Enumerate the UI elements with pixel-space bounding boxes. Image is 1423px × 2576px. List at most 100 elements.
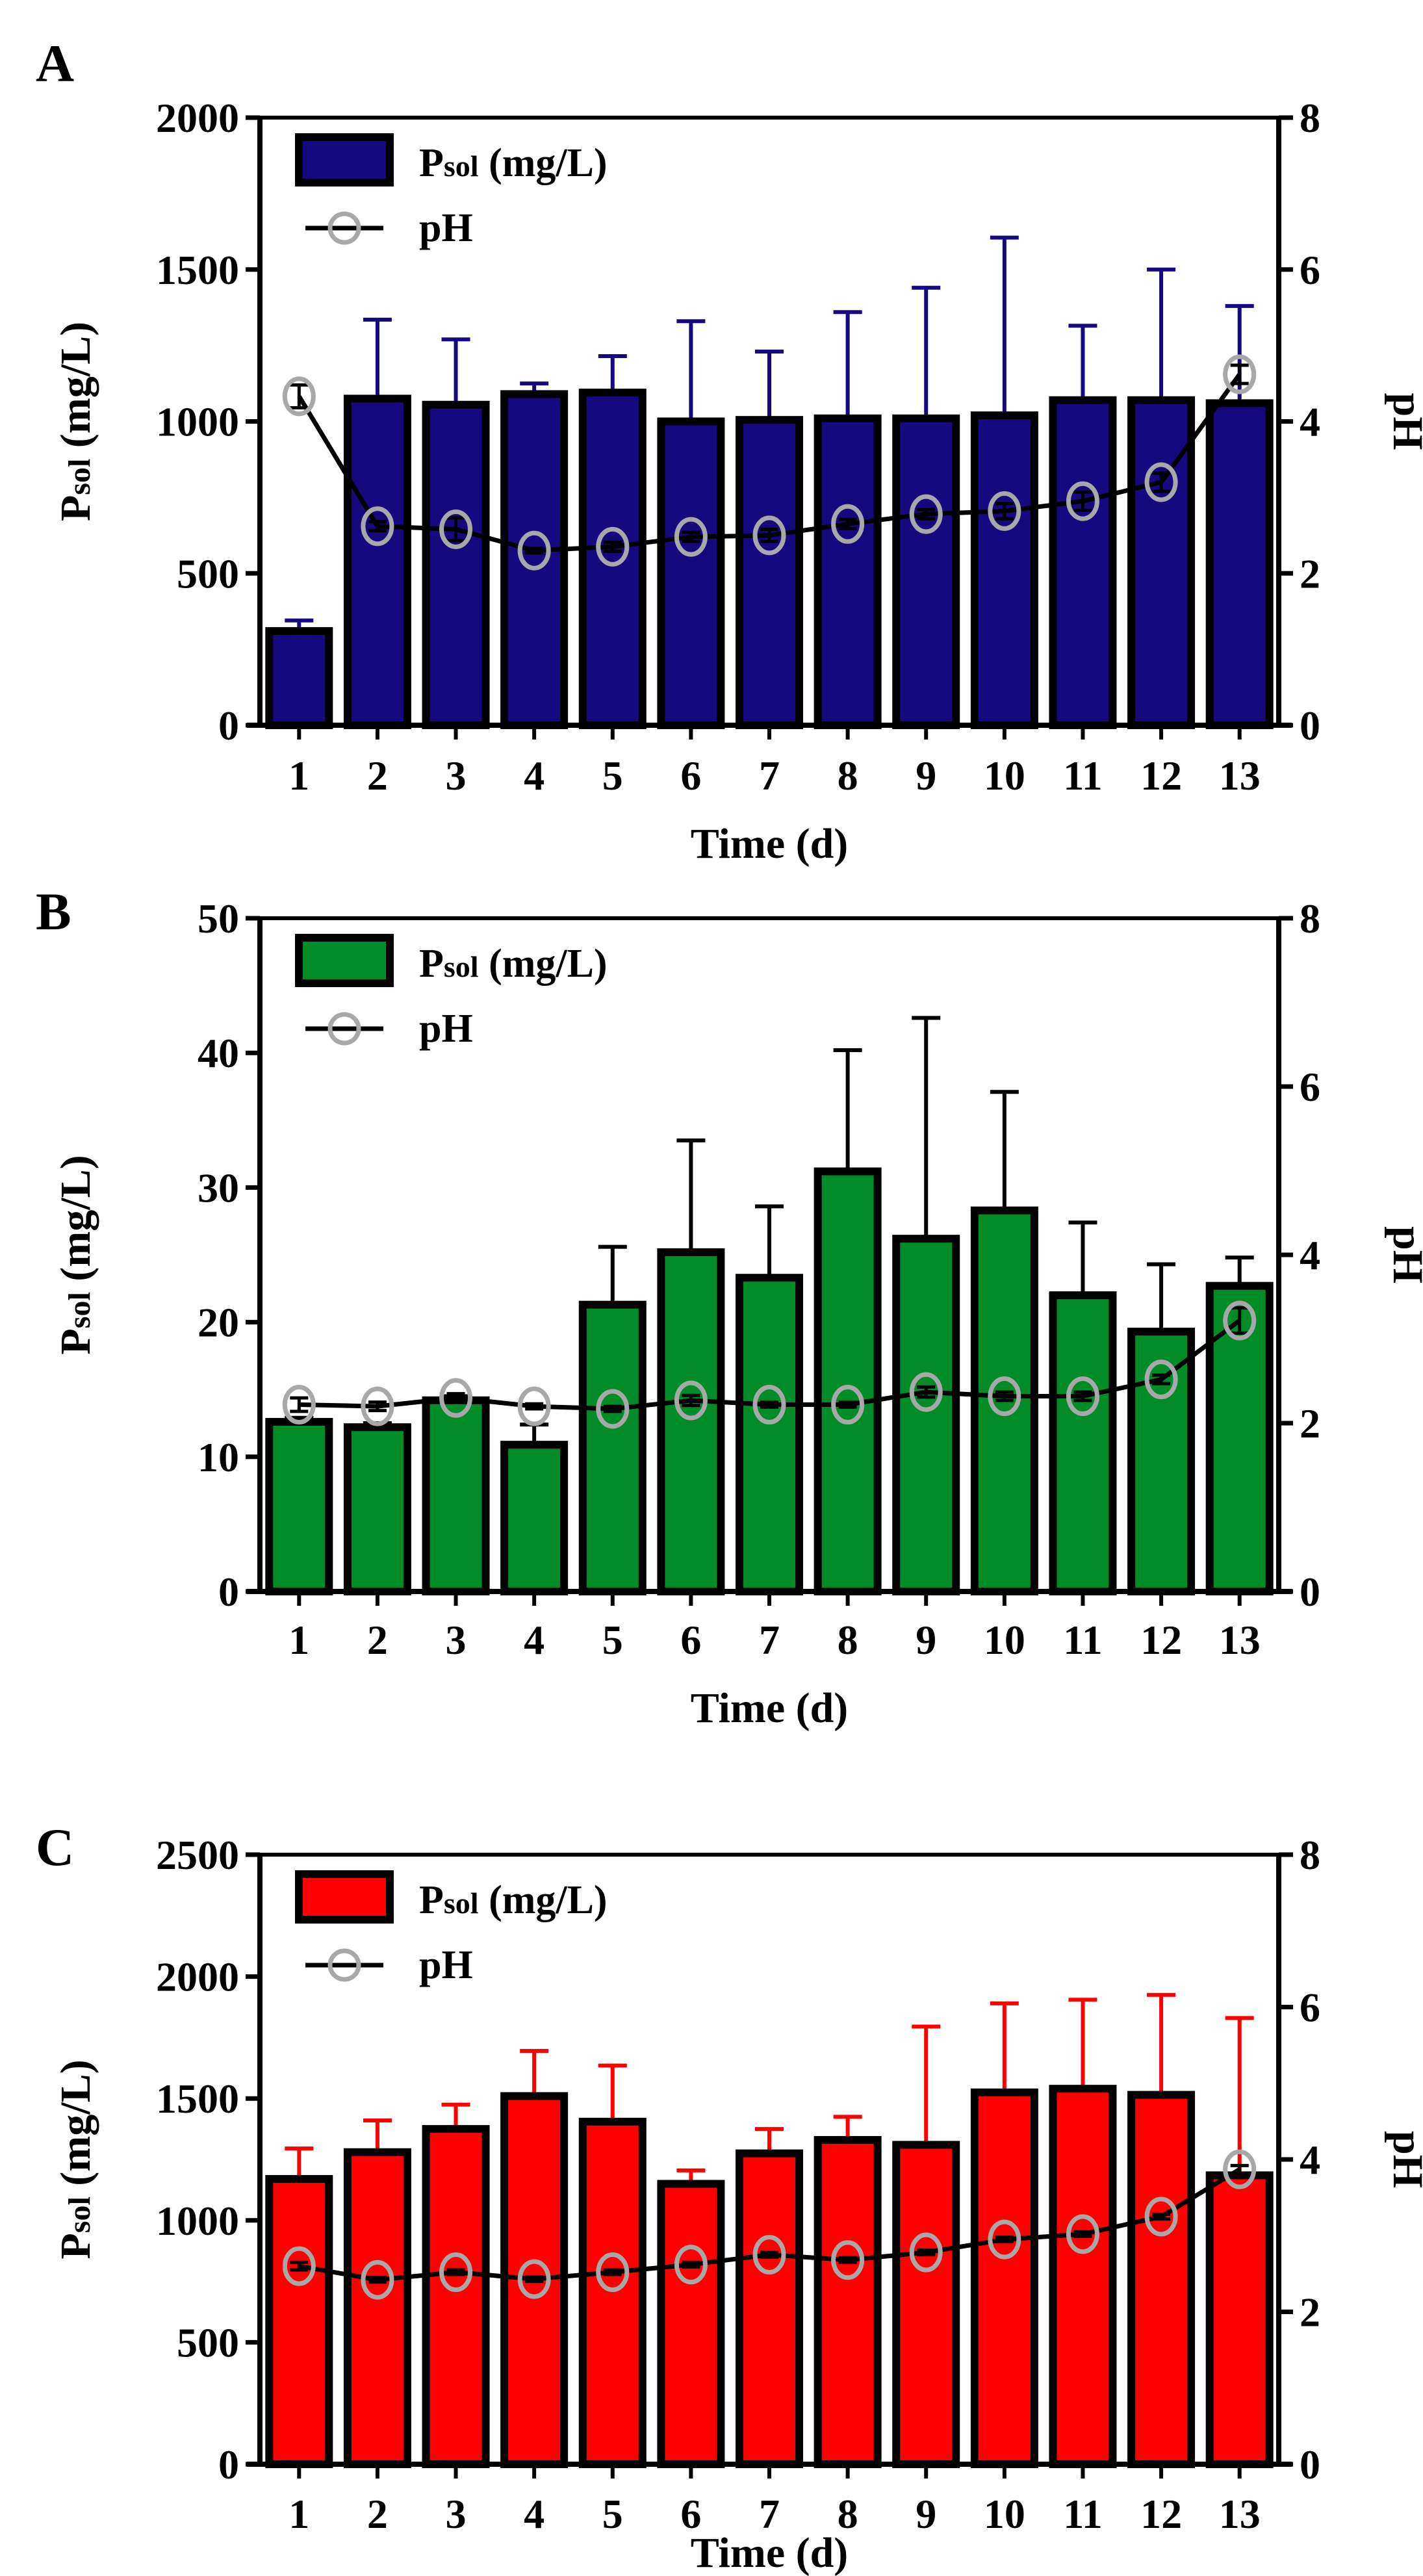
ph-point: [282, 376, 316, 417]
bar: [265, 627, 333, 730]
x-tick-label: 3: [446, 2491, 467, 2537]
y2-tick-label: 0: [1300, 702, 1320, 749]
ph-point: [988, 1376, 1021, 1417]
bar: [1049, 396, 1117, 730]
bar: [970, 2088, 1038, 2469]
x-tick-label: 7: [759, 753, 780, 799]
bar: [500, 1441, 569, 1596]
x-tick-label: 7: [759, 1617, 780, 1663]
x-tick-label: 1: [288, 753, 309, 799]
x-tick-label: 11: [1063, 753, 1102, 799]
x-tick-label: 6: [680, 753, 701, 799]
legend-bar-label-sub: sol: [444, 149, 479, 183]
legend-bar-label: Psol (mg/L): [419, 1878, 608, 1922]
x-tick-label: 13: [1219, 753, 1261, 799]
bar: [1127, 1328, 1196, 1595]
bar: [736, 2149, 803, 2469]
legend-ph-marker: [327, 1948, 361, 1982]
bar: [657, 1248, 725, 1595]
bar: [1127, 396, 1196, 730]
ph-point: [674, 1380, 708, 1421]
y-tick-label: 50: [198, 895, 239, 942]
ph-point: [596, 2252, 630, 2293]
legend-bar-label-main: P: [419, 1878, 444, 1922]
ph-point: [1144, 462, 1178, 502]
x-tick-label: 13: [1219, 1617, 1261, 1663]
bar: [1049, 2085, 1117, 2468]
y2-tick-label: 2: [1300, 1400, 1320, 1447]
ph-point: [517, 1386, 551, 1426]
y-tick-label: 2000: [156, 1954, 239, 2000]
y-axis-title-main: P: [52, 2233, 99, 2259]
x-axis-title: Time (d): [691, 1684, 849, 1732]
ph-point: [439, 509, 473, 549]
y2-tick-label: 2: [1300, 2289, 1320, 2336]
bar: [422, 2125, 490, 2469]
bar: [736, 1274, 803, 1595]
y2-axis-title: pH: [1384, 393, 1423, 450]
y-tick-label: 2500: [156, 1832, 239, 1878]
x-axis-title: Time (d): [691, 820, 849, 868]
x-tick-label: 7: [759, 2491, 780, 2537]
x-tick-label: 5: [602, 1617, 623, 1663]
ph-point: [909, 494, 943, 534]
bar: [892, 2141, 960, 2469]
y-tick-label: 10: [198, 1434, 239, 1480]
y2-tick-label: 8: [1300, 95, 1320, 141]
y2-axis-title: pH: [1384, 2131, 1423, 2188]
y2-axis-title: pH: [1384, 1226, 1423, 1283]
bar: [1205, 399, 1274, 729]
x-tick-label: 5: [602, 753, 623, 799]
y-axis-title: Psol (mg/L): [52, 1155, 99, 1354]
legend-bar-label: Psol (mg/L): [419, 942, 608, 986]
panel-label: C: [36, 1818, 74, 1877]
panel-label: B: [36, 882, 71, 941]
x-tick-label: 4: [524, 1617, 545, 1663]
x-tick-label: 2: [367, 753, 388, 799]
bar: [265, 1417, 333, 1595]
y-tick-label: 20: [198, 1300, 239, 1346]
ph-point: [1223, 2149, 1257, 2189]
ph-point: [831, 504, 865, 544]
ph-point: [596, 526, 630, 567]
ph-point: [1066, 1376, 1099, 1417]
legend-bar-swatch: [295, 934, 394, 987]
y-axis-title-main: P: [52, 1328, 99, 1354]
bar: [892, 414, 960, 729]
ph-point: [988, 491, 1021, 531]
x-tick-label: 9: [916, 753, 936, 799]
ph-point: [831, 1385, 865, 1425]
y-axis-title-rest: (mg/L): [52, 2059, 99, 2196]
x-tick-label: 6: [680, 2491, 701, 2537]
ph-point: [361, 1386, 394, 1426]
bar: [343, 394, 411, 729]
x-tick-label: 12: [1140, 1617, 1182, 1663]
y-axis-title-rest: (mg/L): [52, 322, 99, 459]
bar: [657, 2180, 725, 2469]
x-tick-label: 11: [1063, 2491, 1102, 2537]
ph-point: [517, 2259, 551, 2299]
y2-tick-label: 4: [1300, 399, 1320, 445]
y-axis-title: Psol (mg/L): [52, 2059, 99, 2259]
x-tick-label: 2: [367, 2491, 388, 2537]
legend-bar-label-sub: sol: [444, 1887, 479, 1920]
legend-ph-label: pH: [419, 1943, 473, 1987]
bar: [578, 1300, 647, 1595]
ph-point: [674, 2245, 708, 2285]
legend-ph-label: pH: [419, 206, 473, 250]
bar: [265, 2175, 333, 2469]
y-axis-title-sub: sol: [62, 1292, 97, 1328]
y-tick-label: 0: [218, 2441, 239, 2488]
ph-point: [752, 2235, 786, 2275]
legend-ph-marker: [327, 211, 361, 245]
y-tick-label: 500: [177, 2319, 239, 2365]
ph-point: [361, 506, 394, 547]
legend-bar-label-main: P: [419, 942, 444, 986]
bar: [814, 2135, 882, 2468]
y2-tick-label: 4: [1300, 2137, 1320, 2183]
y2-tick-label: 0: [1300, 2441, 1320, 2488]
x-tick-label: 8: [838, 753, 858, 799]
bar: [578, 389, 647, 730]
ph-point: [361, 2260, 394, 2300]
